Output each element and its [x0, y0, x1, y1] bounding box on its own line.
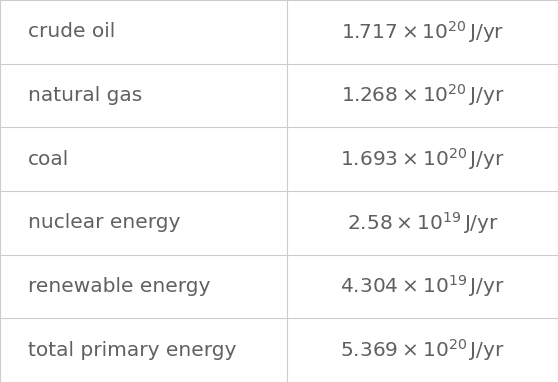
Text: natural gas: natural gas: [28, 86, 142, 105]
Text: coal: coal: [28, 150, 69, 169]
Text: $1.693\times10^{20}\,\mathrm{J/yr}$: $1.693\times10^{20}\,\mathrm{J/yr}$: [340, 146, 505, 172]
Text: $2.58\times10^{19}\,\mathrm{J/yr}$: $2.58\times10^{19}\,\mathrm{J/yr}$: [347, 210, 499, 236]
Text: nuclear energy: nuclear energy: [28, 213, 180, 232]
Text: $1.717\times10^{20}\,\mathrm{J/yr}$: $1.717\times10^{20}\,\mathrm{J/yr}$: [341, 19, 504, 45]
Text: renewable energy: renewable energy: [28, 277, 210, 296]
Text: total primary energy: total primary energy: [28, 341, 236, 360]
Text: $4.304\times10^{19}\,\mathrm{J/yr}$: $4.304\times10^{19}\,\mathrm{J/yr}$: [340, 274, 505, 299]
Text: $1.268\times10^{20}\,\mathrm{J/yr}$: $1.268\times10^{20}\,\mathrm{J/yr}$: [341, 83, 504, 108]
Text: $5.369\times10^{20}\,\mathrm{J/yr}$: $5.369\times10^{20}\,\mathrm{J/yr}$: [340, 337, 505, 363]
Text: crude oil: crude oil: [28, 22, 115, 41]
